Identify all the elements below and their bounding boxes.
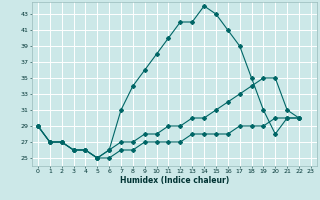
X-axis label: Humidex (Indice chaleur): Humidex (Indice chaleur) bbox=[120, 176, 229, 185]
